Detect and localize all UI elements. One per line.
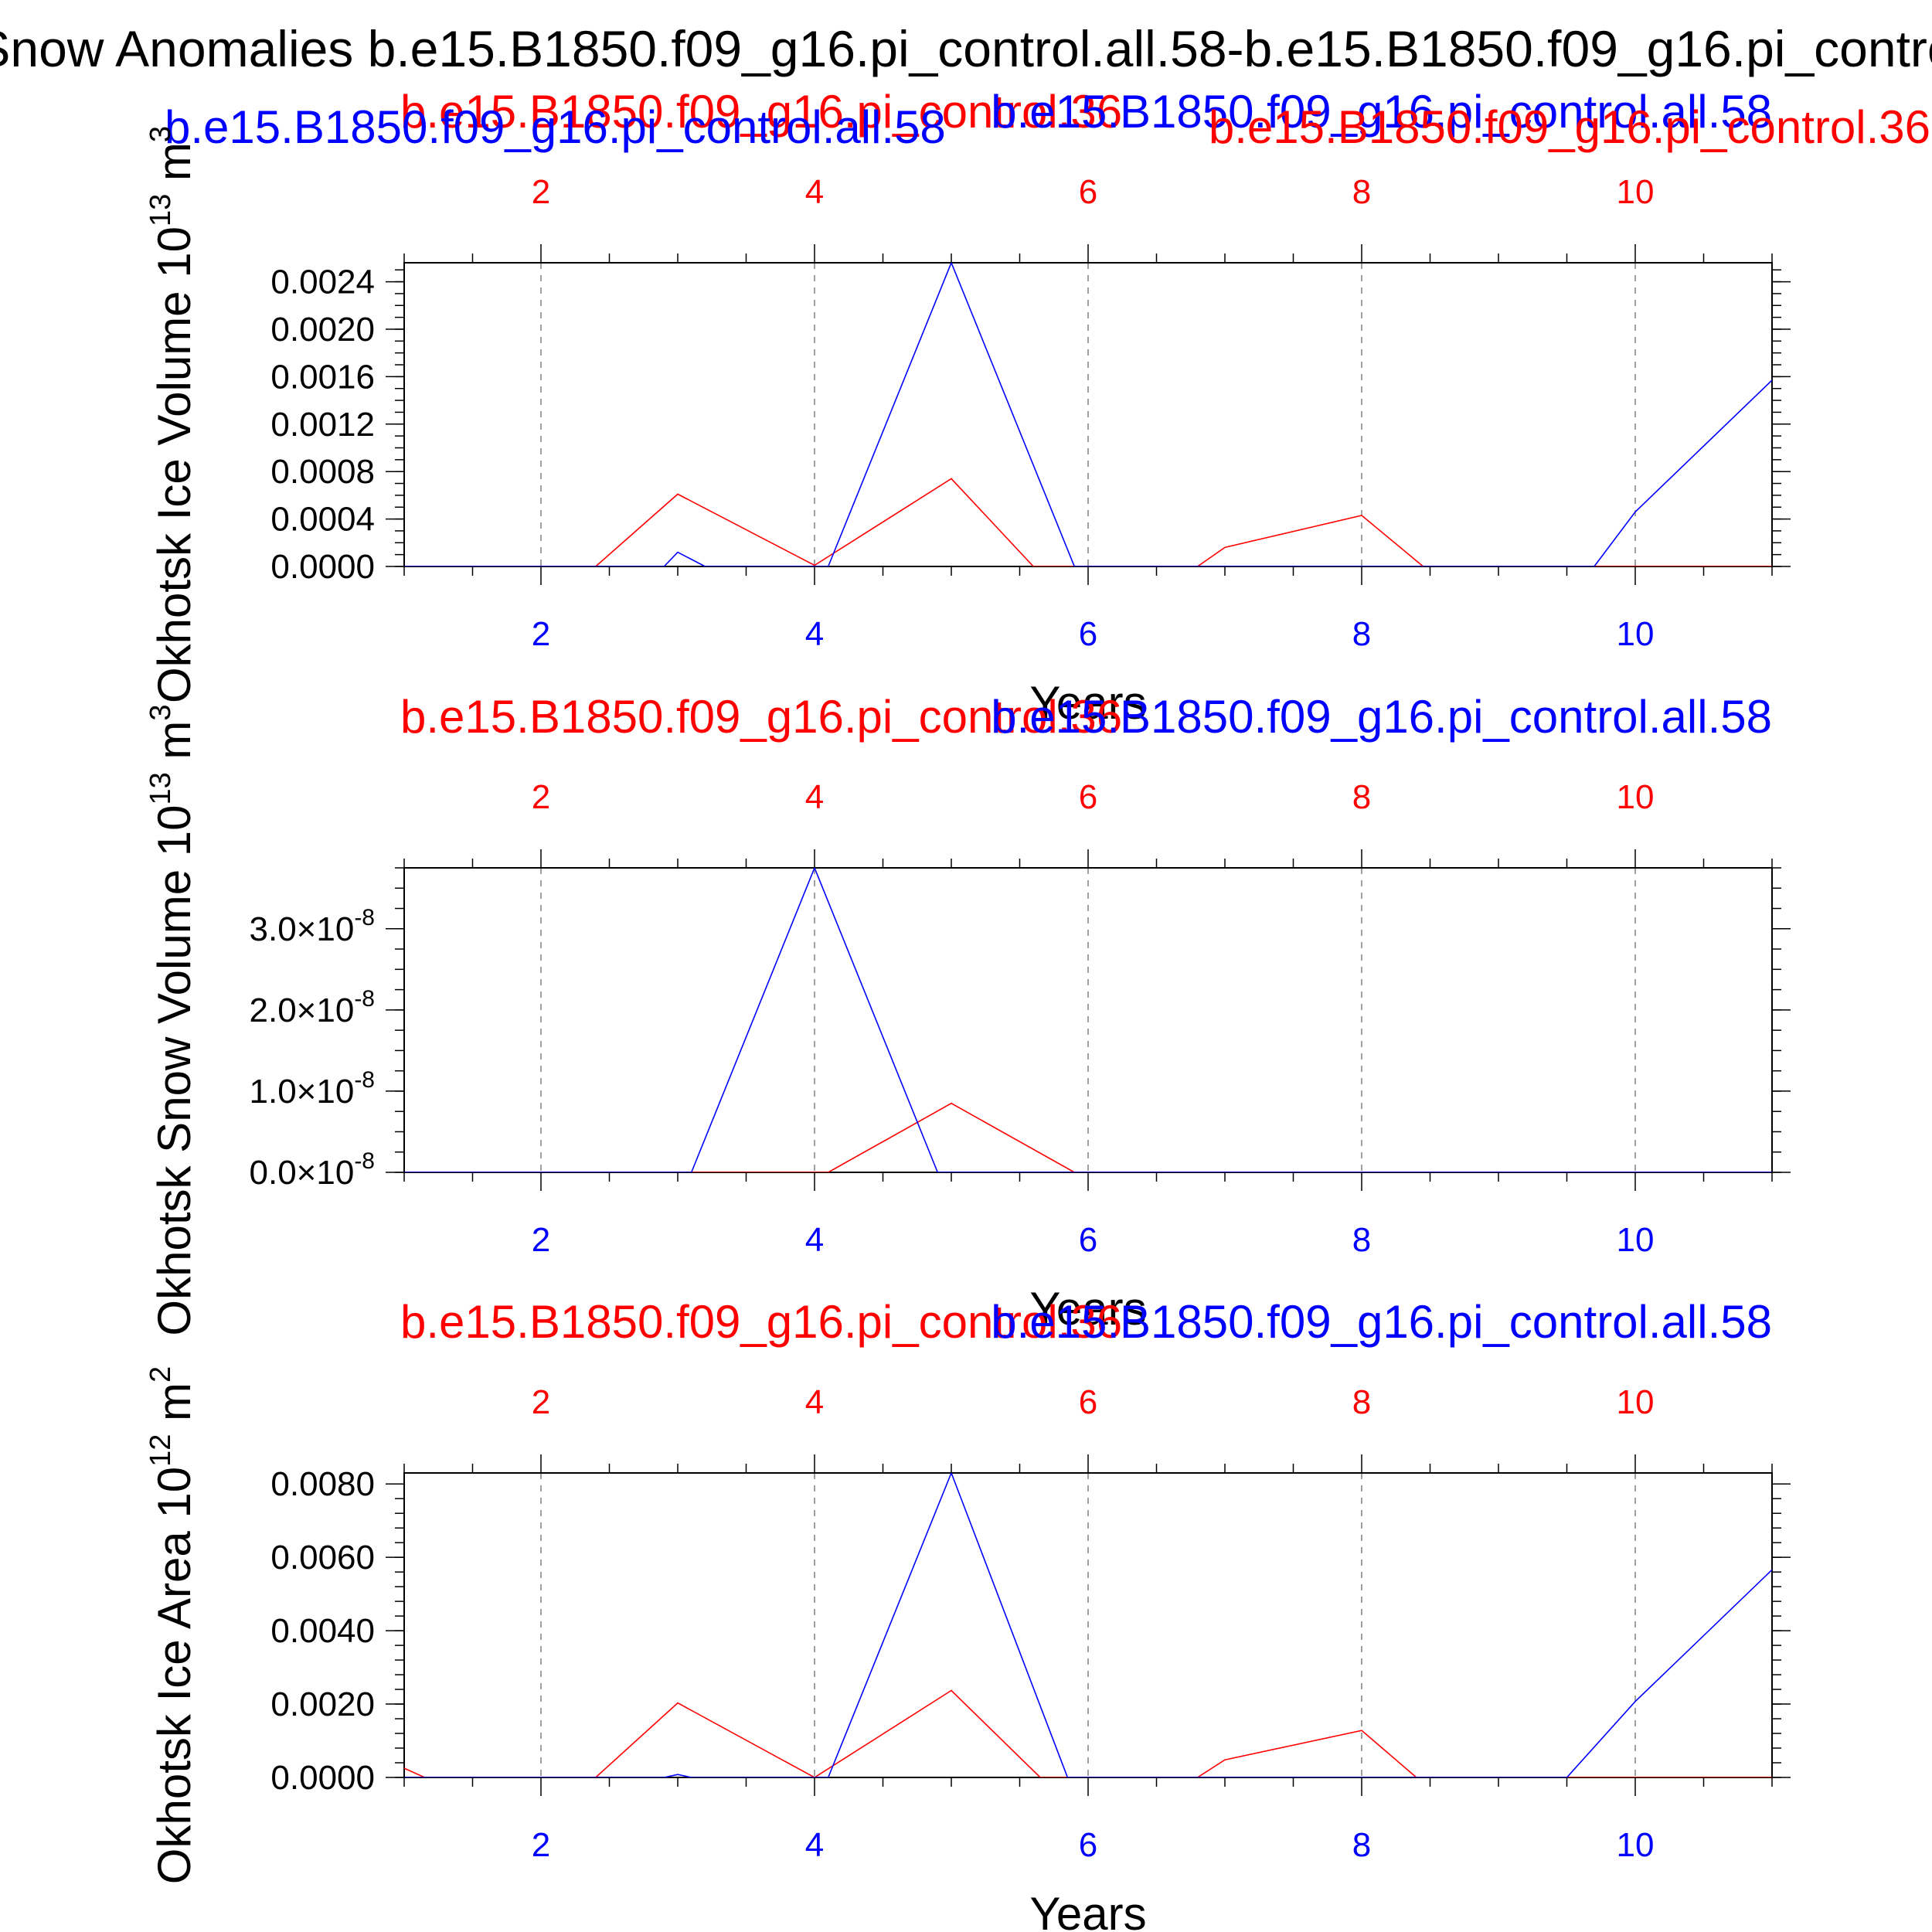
x-tick-label-top: 10 xyxy=(1617,778,1655,816)
x-tick-label-bottom: 4 xyxy=(805,1826,824,1864)
x-tick-label-bottom: 6 xyxy=(1079,1826,1097,1864)
x-tick-label-top: 2 xyxy=(532,1383,550,1421)
x-tick-label-top: 2 xyxy=(532,778,550,816)
run-label-blue: b.e15.B1850.f09_g16.pi_control.all.58 xyxy=(991,1296,1772,1348)
x-tick-label-bottom: 8 xyxy=(1352,1221,1371,1259)
x-tick-label-top: 10 xyxy=(1617,1383,1655,1421)
x-tick-label-top: 8 xyxy=(1352,173,1371,211)
x-tick-label-top: 4 xyxy=(805,1383,824,1421)
x-tick-label-bottom: 2 xyxy=(532,1826,550,1864)
x-tick-label-top: 8 xyxy=(1352,1383,1371,1421)
x-tick-label-bottom: 10 xyxy=(1617,1221,1655,1259)
y-tick-label: 0.0008 xyxy=(270,453,375,491)
y-tick-label: 1.0×10-8 xyxy=(250,1067,376,1111)
y-axis-label: Okhotsk Snow Volume 1013 m3 xyxy=(145,704,200,1335)
x-axis-label: Years xyxy=(1029,677,1146,729)
y-tick-label: 0.0016 xyxy=(270,358,375,396)
run-label-blue: b.e15.B1850.f09_g16.pi_control.all.58 xyxy=(991,86,1772,138)
x-tick-label-top: 6 xyxy=(1079,778,1097,816)
run-label-red: b.e15.B1850.f09_g16.pi_control.36 xyxy=(400,691,1122,743)
series-line-red xyxy=(404,478,1772,566)
y-tick-label: 0.0040 xyxy=(270,1612,375,1650)
x-tick-label-bottom: 10 xyxy=(1617,1826,1655,1864)
series-line-red xyxy=(404,1102,1772,1172)
y-tick-label: 0.0004 xyxy=(270,501,375,539)
x-tick-label-bottom: 4 xyxy=(805,615,824,653)
x-tick-label-top: 4 xyxy=(805,173,824,211)
panel-3: 0.0000 0.0020 0.0040 0.0060 0.0080 2 2 4 4 6 6 8 8 10… xyxy=(145,1296,1791,1932)
panel-2: 0.0×10-8 1.0×10-8 2.0×10-8 3.0×10-8 2 2 4 4 6 6 8 8… xyxy=(145,691,1791,1336)
x-tick-label-top: 4 xyxy=(805,778,824,816)
x-tick-label-bottom: 8 xyxy=(1352,615,1371,653)
x-tick-label-bottom: 6 xyxy=(1079,1221,1097,1259)
x-tick-label-top: 6 xyxy=(1079,1383,1097,1421)
y-tick-label: 0.0080 xyxy=(270,1465,375,1503)
x-tick-label-top: 10 xyxy=(1617,173,1655,211)
figure-title: Ice/Snow Anomalies b.e15.B1850.f09_g16.p… xyxy=(0,20,1932,77)
y-tick-label: 0.0020 xyxy=(270,311,375,349)
y-tick-label: 0.0060 xyxy=(270,1539,375,1577)
x-tick-label-top: 8 xyxy=(1352,778,1371,816)
x-tick-label-bottom: 2 xyxy=(532,615,550,653)
y-axis-label: Okhotsk Ice Volume 1013 m3 xyxy=(145,126,200,703)
y-tick-label: 0.0000 xyxy=(270,548,375,586)
panel-1: 0.0000 0.0004 0.0008 0.0012 0.0016 0.0020 0.00… xyxy=(145,86,1930,729)
y-tick-label: 2.0×10-8 xyxy=(250,986,376,1029)
y-tick-label: 0.0012 xyxy=(270,406,375,444)
y-tick-label: 0.0024 xyxy=(270,264,375,301)
x-tick-label-bottom: 10 xyxy=(1617,615,1655,653)
run-label-blue: b.e15.B1850.f09_g16.pi_control.all.58 xyxy=(165,101,946,153)
y-tick-label: 0.0000 xyxy=(270,1759,375,1797)
y-tick-label: 0.0×10-8 xyxy=(250,1148,376,1192)
x-axis-label: Years xyxy=(1029,1283,1146,1335)
run-label-red: b.e15.B1850.f09_g16.pi_control.36 xyxy=(400,86,1122,138)
x-tick-label-top: 6 xyxy=(1079,173,1097,211)
y-tick-label: 0.0020 xyxy=(270,1685,375,1723)
x-tick-label-top: 2 xyxy=(532,173,550,211)
x-tick-label-bottom: 4 xyxy=(805,1221,824,1259)
x-axis-label: Years xyxy=(1029,1888,1146,1932)
x-tick-label-bottom: 8 xyxy=(1352,1826,1371,1864)
y-tick-label: 3.0×10-8 xyxy=(250,905,376,948)
run-label-red: b.e15.B1850.f09_g16.pi_control.36 xyxy=(1209,101,1930,153)
y-axis-label: Okhotsk Ice Area 1012 m2 xyxy=(145,1366,200,1884)
run-label-red: b.e15.B1850.f09_g16.pi_control.36 xyxy=(400,1296,1122,1348)
run-label-blue: b.e15.B1850.f09_g16.pi_control.all.58 xyxy=(991,691,1772,743)
x-tick-label-bottom: 6 xyxy=(1079,615,1097,653)
x-tick-label-bottom: 2 xyxy=(532,1221,550,1259)
